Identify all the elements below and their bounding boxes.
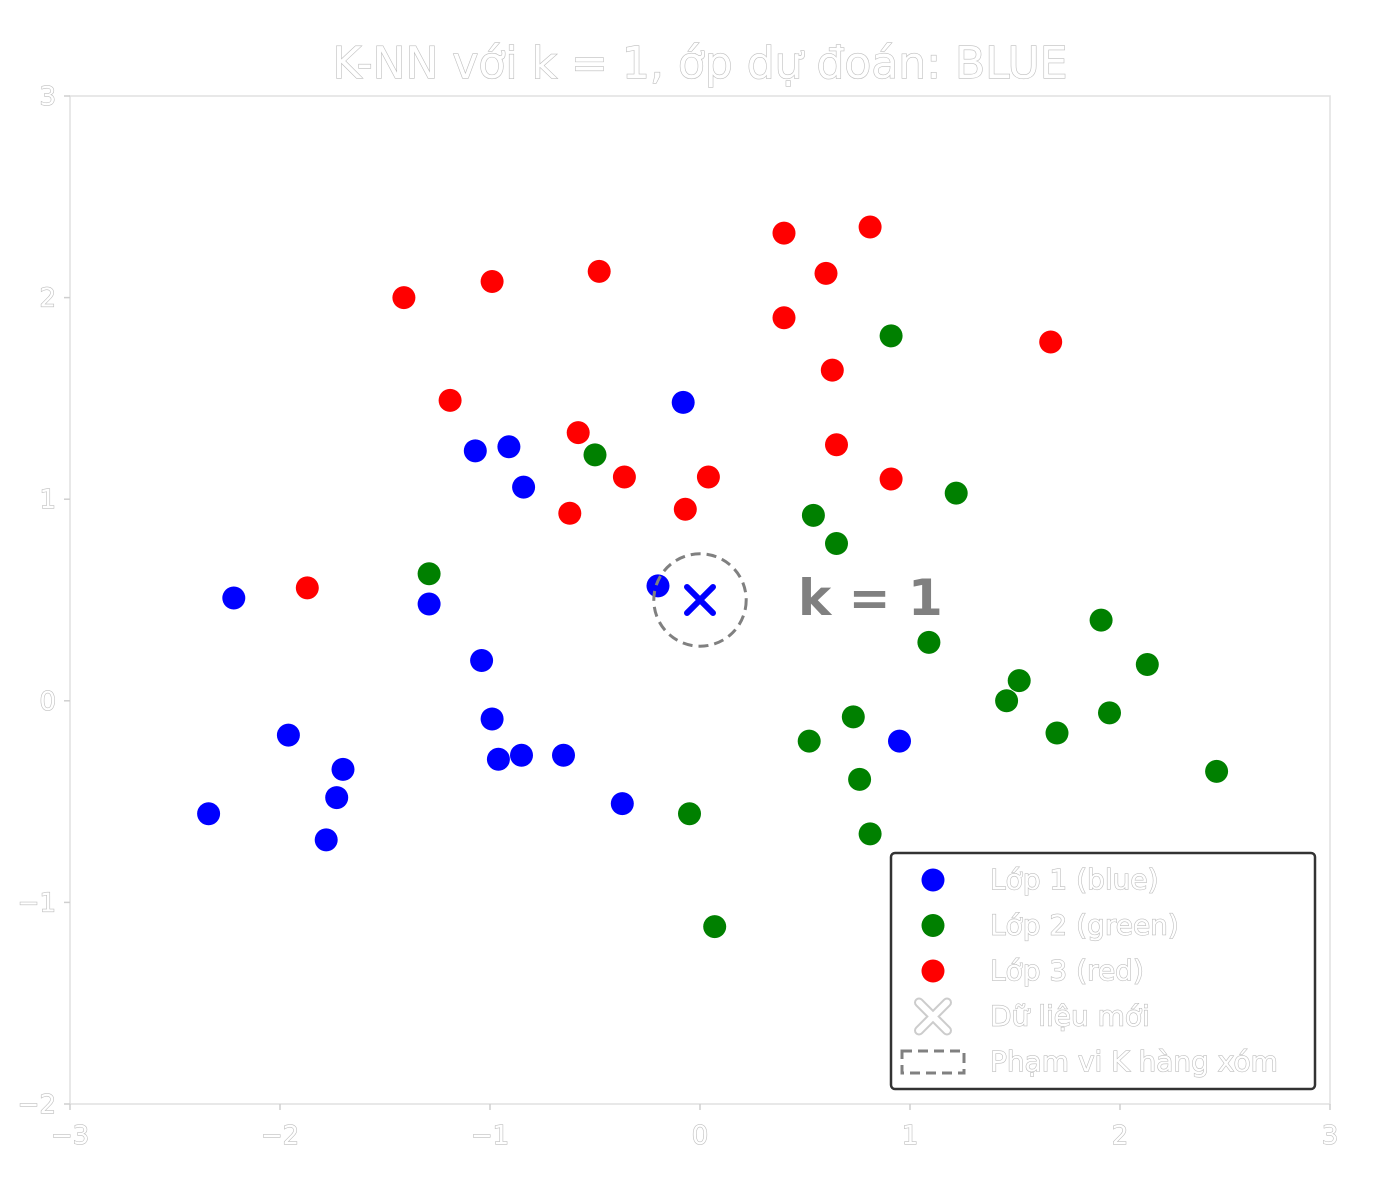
neighbor-region-circle xyxy=(652,552,748,648)
data-point-series-3 xyxy=(566,421,590,445)
data-point-series-1 xyxy=(552,743,575,767)
y-tick-label: 2 xyxy=(39,284,56,314)
data-point-series-2 xyxy=(1089,608,1113,632)
data-point-series-2 xyxy=(858,822,882,846)
scatter-points xyxy=(197,215,1229,939)
data-point-series-2 xyxy=(944,481,968,505)
data-point-series-2 xyxy=(917,630,941,654)
data-point-series-2 xyxy=(1205,759,1229,783)
legend-label: Phạm vi K hàng xóm xyxy=(990,1045,1278,1078)
data-point-series-3 xyxy=(879,467,903,491)
y-tick-label: 1 xyxy=(39,485,56,515)
data-point-series-1 xyxy=(646,574,670,598)
data-point-series-2 xyxy=(1045,721,1069,745)
legend-marker-dot xyxy=(921,959,945,983)
data-point-series-1 xyxy=(222,586,246,610)
x-tick-label: −2 xyxy=(261,1121,299,1151)
legend-marker-dot xyxy=(921,914,945,937)
y-tick-label: −2 xyxy=(18,1090,56,1120)
data-point-series-3 xyxy=(587,259,611,283)
data-point-series-3 xyxy=(612,465,636,489)
data-point-series-1 xyxy=(417,592,441,616)
data-point-series-3 xyxy=(392,286,416,310)
legend-label: Lớp 3 (red) xyxy=(990,954,1144,987)
data-point-series-1 xyxy=(197,802,221,826)
x-tick-label: 3 xyxy=(1322,1121,1339,1151)
legend-frame xyxy=(889,851,1317,1091)
data-point-series-2 xyxy=(841,705,865,729)
legend: Lớp 1 (blue) Lớp 2 (green) Lớp 3 (red) Dữ l… xyxy=(889,851,1317,1091)
legend-marker-dot xyxy=(921,868,945,892)
data-point-series-1 xyxy=(888,729,911,753)
neighbor-layer xyxy=(652,552,748,648)
data-point-series-2 xyxy=(801,503,825,527)
y-tick-label: −1 xyxy=(18,888,56,918)
data-point-series-2 xyxy=(583,443,607,467)
x-tick-label: 1 xyxy=(902,1121,919,1151)
x-axis-ticks: −3 −2 −1 0 1 2 3 xyxy=(50,1104,1339,1152)
new-point-marker xyxy=(684,584,716,616)
data-point-series-1 xyxy=(331,757,355,781)
y-tick-label: 0 xyxy=(39,687,56,717)
data-point-series-3 xyxy=(558,501,582,525)
data-point-series-1 xyxy=(463,439,487,463)
legend-marker-x xyxy=(916,999,950,1034)
data-point-series-2 xyxy=(1135,653,1159,677)
data-point-series-3 xyxy=(772,306,796,330)
x-tick-label: −1 xyxy=(471,1121,509,1151)
x-tick-label: 0 xyxy=(692,1121,709,1151)
data-point-series-3 xyxy=(858,215,882,239)
data-point-series-3 xyxy=(814,261,838,285)
legend-label: Lớp 2 (green) xyxy=(990,909,1179,942)
y-tick-label: 3 xyxy=(39,82,56,112)
data-point-series-3 xyxy=(696,465,720,489)
data-point-series-2 xyxy=(797,729,821,753)
data-point-series-2 xyxy=(825,532,848,556)
data-point-series-1 xyxy=(276,723,300,747)
data-point-series-1 xyxy=(470,648,494,672)
data-point-series-3 xyxy=(480,269,504,293)
data-point-series-3 xyxy=(772,221,796,245)
data-point-series-3 xyxy=(438,388,462,412)
data-point-series-2 xyxy=(879,324,903,348)
data-point-series-2 xyxy=(417,562,441,586)
data-point-series-3 xyxy=(825,433,848,457)
x-tick-label: 2 xyxy=(1112,1121,1129,1151)
data-point-series-1 xyxy=(480,707,504,731)
y-axis-ticks: −2 −1 0 1 2 3 xyxy=(17,81,70,1121)
data-point-series-1 xyxy=(610,792,634,816)
data-point-series-3 xyxy=(1039,330,1063,354)
data-point-series-1 xyxy=(486,747,510,771)
data-point-series-1 xyxy=(497,435,521,459)
k-annotation: k = 1 xyxy=(798,569,943,627)
data-point-series-3 xyxy=(820,358,844,382)
data-point-series-1 xyxy=(510,743,533,767)
data-point-series-2 xyxy=(848,767,872,791)
data-point-series-3 xyxy=(295,576,319,600)
data-point-series-1 xyxy=(512,475,536,499)
data-point-series-2 xyxy=(678,802,701,826)
data-point-series-2 xyxy=(1098,701,1121,725)
data-point-series-2 xyxy=(703,915,727,939)
data-point-series-1 xyxy=(325,786,349,810)
data-point-series-2 xyxy=(995,689,1019,713)
data-point-series-3 xyxy=(673,497,697,521)
x-tick-label: −3 xyxy=(51,1121,89,1151)
data-point-series-2 xyxy=(1007,669,1031,693)
legend-label: Dữ liệu mới xyxy=(990,1000,1150,1033)
data-point-series-1 xyxy=(314,828,338,852)
legend-marker-box xyxy=(900,1049,966,1075)
data-point-series-1 xyxy=(671,390,695,414)
chart-title: K-NN với k = 1, ớp dự đoán: BLUE xyxy=(332,38,1067,89)
legend-label: Lớp 1 (blue) xyxy=(990,863,1159,896)
